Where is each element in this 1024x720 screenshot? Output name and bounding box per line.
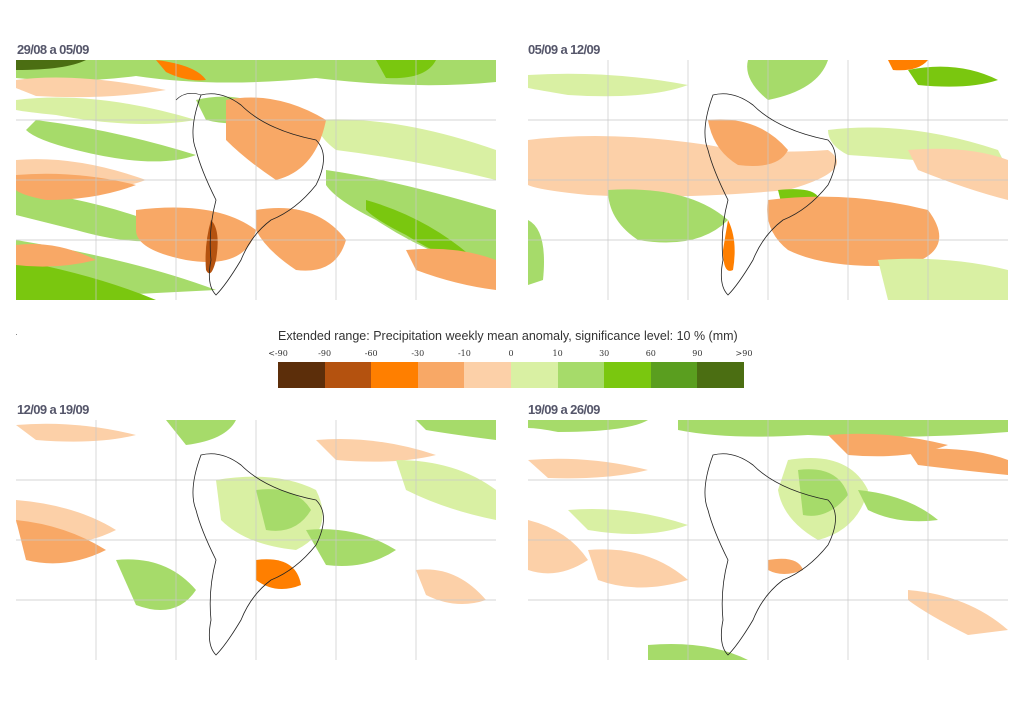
anomaly-map-week-4 [528, 420, 1008, 660]
legend-swatch [417, 362, 465, 388]
legend-swatch [278, 362, 325, 388]
stray-dot [16, 334, 17, 335]
legend-swatch [650, 362, 698, 388]
legend-swatch [604, 362, 651, 388]
legend-swatch [510, 362, 558, 388]
legend-swatch [324, 362, 372, 388]
legend-swatch [371, 362, 418, 388]
legend-tick-label: 60 [645, 349, 656, 358]
panel-title-1: 29/08 a 05/09 [17, 42, 89, 57]
legend-tick-label: >90 [735, 349, 753, 358]
anomaly-map-week-1 [16, 60, 496, 300]
legend-title: Extended range: Precipitation weekly mea… [278, 329, 738, 343]
panel-title-4: 19/09 a 26/09 [528, 402, 600, 417]
panel-title-3: 12/09 a 19/09 [17, 402, 89, 417]
legend-tick-label: <-90 [268, 349, 288, 358]
legend-tick-label: -90 [318, 349, 332, 358]
legend-swatch [557, 362, 605, 388]
legend-tick-label: -10 [457, 349, 471, 358]
legend-swatch [697, 362, 744, 388]
legend-tick-label: 10 [552, 349, 563, 358]
legend-tick-label: -30 [411, 349, 425, 358]
legend-tick-label: 30 [599, 349, 610, 358]
legend-colorbar [278, 362, 744, 388]
anomaly-map-week-3 [16, 420, 496, 660]
legend-swatch [464, 362, 511, 388]
panel-title-2: 05/09 a 12/09 [528, 42, 600, 57]
legend-tick-label: -60 [364, 349, 378, 358]
legend-tick-label: 0 [508, 349, 514, 358]
anomaly-map-week-2 [528, 60, 1008, 300]
legend-tick-label: 90 [692, 349, 703, 358]
